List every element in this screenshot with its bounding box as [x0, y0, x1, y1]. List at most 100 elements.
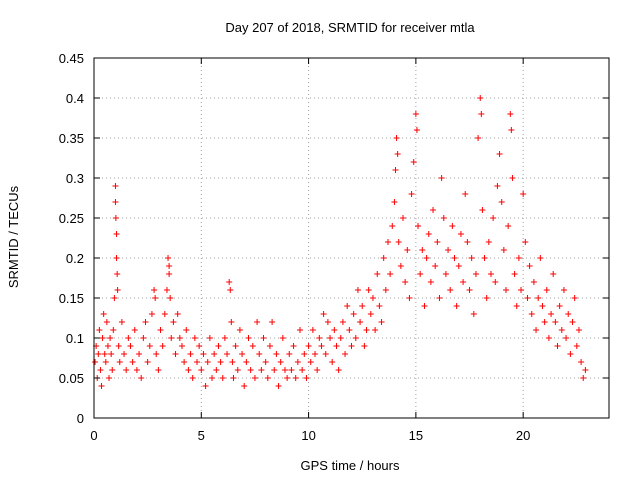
data-point [438, 175, 445, 181]
data-point [108, 351, 115, 357]
data-point [217, 359, 224, 365]
data-point [213, 367, 220, 373]
data-point [121, 351, 128, 357]
y-tick-label: 0.15 [59, 291, 84, 306]
data-point [556, 303, 563, 309]
data-point [309, 327, 316, 333]
y-tick-label: 0.05 [59, 371, 84, 386]
y-tick-label: 0 [77, 411, 84, 426]
data-point [410, 159, 417, 165]
data-point [324, 319, 331, 325]
data-points [92, 95, 589, 389]
data-point [98, 383, 105, 389]
data-point [221, 335, 228, 341]
data-point [136, 351, 143, 357]
data-point [392, 167, 399, 173]
data-point [251, 375, 258, 381]
data-point [155, 367, 162, 373]
data-point [569, 319, 576, 325]
data-point [582, 367, 589, 373]
data-point [129, 359, 136, 365]
data-point [290, 343, 297, 349]
grid [94, 58, 609, 418]
data-point [464, 239, 471, 245]
data-point [239, 351, 246, 357]
data-point [275, 383, 282, 389]
data-point [539, 303, 546, 309]
data-point [229, 359, 236, 365]
data-point [335, 367, 342, 373]
data-point [421, 303, 428, 309]
data-point [327, 335, 334, 341]
data-point [455, 263, 462, 269]
data-point [140, 335, 147, 341]
data-point [513, 303, 520, 309]
data-point [354, 287, 361, 293]
data-point [329, 359, 336, 365]
data-point [367, 311, 374, 317]
data-point [318, 343, 325, 349]
data-point [153, 351, 160, 357]
data-point [260, 335, 267, 341]
plot-frame [93, 57, 610, 419]
data-point [159, 343, 166, 349]
data-point [430, 207, 437, 213]
data-point [357, 319, 364, 325]
data-point [477, 95, 484, 101]
data-point [397, 263, 404, 269]
data-point [99, 335, 106, 341]
data-point [382, 287, 389, 293]
data-point [144, 359, 151, 365]
data-point [101, 351, 108, 357]
data-point [558, 327, 565, 333]
data-point [500, 247, 507, 253]
data-point [580, 375, 587, 381]
data-point [312, 351, 319, 357]
data-point [573, 343, 580, 349]
data-point [106, 375, 113, 381]
data-point [337, 335, 344, 341]
data-point [509, 175, 516, 181]
y-axis-label: SRMTID / TECUs [6, 185, 21, 288]
data-point [522, 239, 529, 245]
data-point [151, 287, 158, 293]
data-point [198, 367, 205, 373]
data-point [232, 343, 239, 349]
y-tick-label: 0.4 [66, 91, 84, 106]
data-point [417, 271, 424, 277]
data-point [243, 359, 250, 365]
data-point [496, 151, 503, 157]
data-point [247, 367, 254, 373]
data-point [322, 351, 329, 357]
data-point [466, 287, 473, 293]
data-point [299, 367, 306, 373]
data-point [125, 335, 132, 341]
data-point [413, 127, 420, 133]
data-point [575, 327, 582, 333]
data-point [352, 335, 359, 341]
data-point [530, 279, 537, 285]
data-point [104, 343, 111, 349]
data-point [127, 343, 134, 349]
data-point [376, 303, 383, 309]
y-tick-label: 0.3 [66, 171, 84, 186]
data-point [115, 343, 122, 349]
data-point [423, 255, 430, 261]
data-point [389, 223, 396, 229]
data-point [440, 215, 447, 221]
data-point [138, 375, 145, 381]
data-point [209, 375, 216, 381]
data-point [224, 351, 231, 357]
data-point [163, 287, 170, 293]
data-point [112, 199, 119, 205]
data-point [92, 359, 99, 365]
data-point [95, 351, 102, 357]
data-point [498, 199, 505, 205]
y-tick-label: 0.2 [66, 251, 84, 266]
data-point [189, 375, 196, 381]
data-point [284, 375, 291, 381]
data-point [485, 239, 492, 245]
data-point [187, 351, 194, 357]
x-axis-label: GPS time / hours [301, 458, 400, 473]
chart-title: Day 207 of 2018, SRMTID for receiver mtl… [225, 20, 475, 35]
